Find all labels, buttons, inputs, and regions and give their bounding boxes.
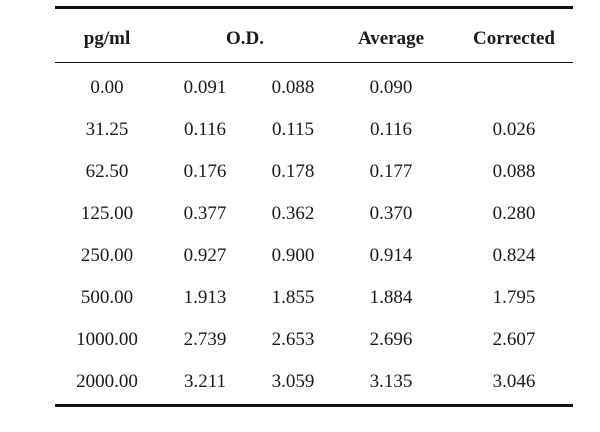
cell-od-reading-1: 0.377 <box>183 203 227 224</box>
cell-corrected <box>455 66 573 108</box>
cell-od-reading-1: 0.176 <box>183 161 227 182</box>
header-average: Average <box>357 27 425 49</box>
cell-average: 2.696 <box>369 329 413 350</box>
cell-od-reading-2: 2.653 <box>271 329 315 350</box>
table-row: 62.50 0.176 0.178 0.177 0.088 <box>55 150 573 192</box>
cell-concentration: 0.00 <box>90 77 124 98</box>
cell-od-reading-2: 0.900 <box>271 245 315 266</box>
table-body: 0.00 0.091 0.088 0.090 31.25 0.116 0.115 0.116 0… <box>55 63 573 404</box>
header-corrected: Corrected <box>473 27 555 49</box>
cell-average: 0.370 <box>369 203 413 224</box>
cell-corrected: 1.795 <box>492 287 536 308</box>
cell-concentration: 500.00 <box>80 287 134 308</box>
cell-od-reading-1: 2.739 <box>183 329 227 350</box>
table-row: 250.00 0.927 0.900 0.914 0.824 <box>55 234 573 276</box>
cell-corrected: 3.046 <box>492 371 536 392</box>
cell-od-reading-1: 0.091 <box>183 77 227 98</box>
table-row: 1000.00 2.739 2.653 2.696 2.607 <box>55 318 573 360</box>
cell-corrected: 2.607 <box>492 329 536 350</box>
cell-concentration: 1000.00 <box>76 329 138 350</box>
table-row: 125.00 0.377 0.362 0.370 0.280 <box>55 192 573 234</box>
header-od: O.D. <box>226 27 264 49</box>
cell-average: 1.884 <box>369 287 413 308</box>
cell-concentration: 2000.00 <box>76 371 138 392</box>
cell-od-reading-2: 0.115 <box>271 119 315 140</box>
cell-concentration: 62.50 <box>85 161 129 182</box>
cell-concentration: 31.25 <box>85 119 129 140</box>
cell-od-reading-2: 3.059 <box>271 371 315 392</box>
cell-concentration: 250.00 <box>80 245 134 266</box>
header-concentration: pg/ml <box>83 27 131 49</box>
cell-average: 0.914 <box>369 245 413 266</box>
cell-od-reading-1: 0.116 <box>183 119 227 140</box>
cell-concentration: 125.00 <box>80 203 134 224</box>
table-top-rule <box>55 6 573 9</box>
cell-corrected: 0.280 <box>492 203 536 224</box>
cell-od-reading-2: 0.178 <box>271 161 315 182</box>
table-row: 31.25 0.116 0.115 0.116 0.026 <box>55 108 573 150</box>
table-row: 0.00 0.091 0.088 0.090 <box>55 66 573 108</box>
cell-average: 3.135 <box>369 371 413 392</box>
cell-average: 0.116 <box>369 119 413 140</box>
cell-od-reading-1: 3.211 <box>183 371 227 392</box>
cell-od-reading-2: 0.362 <box>271 203 315 224</box>
cell-od-reading-1: 0.927 <box>183 245 227 266</box>
cell-corrected: 0.824 <box>492 245 536 266</box>
table-bottom-rule <box>55 404 573 407</box>
cell-average: 0.090 <box>369 77 413 98</box>
standard-curve-table: pg/ml O.D. Average Corrected 0.00 0.091 0.… <box>55 6 573 407</box>
cell-od-reading-1: 1.913 <box>183 287 227 308</box>
table-row: 2000.00 3.211 3.059 3.135 3.046 <box>55 360 573 402</box>
table-header-row: pg/ml O.D. Average Corrected <box>55 9 573 62</box>
table-header-rule <box>55 62 573 63</box>
cell-od-reading-2: 1.855 <box>271 287 315 308</box>
cell-od-reading-2: 0.088 <box>271 77 315 98</box>
cell-corrected: 0.088 <box>492 161 536 182</box>
cell-average: 0.177 <box>369 161 413 182</box>
table-row: 500.00 1.913 1.855 1.884 1.795 <box>55 276 573 318</box>
cell-corrected: 0.026 <box>492 119 536 140</box>
